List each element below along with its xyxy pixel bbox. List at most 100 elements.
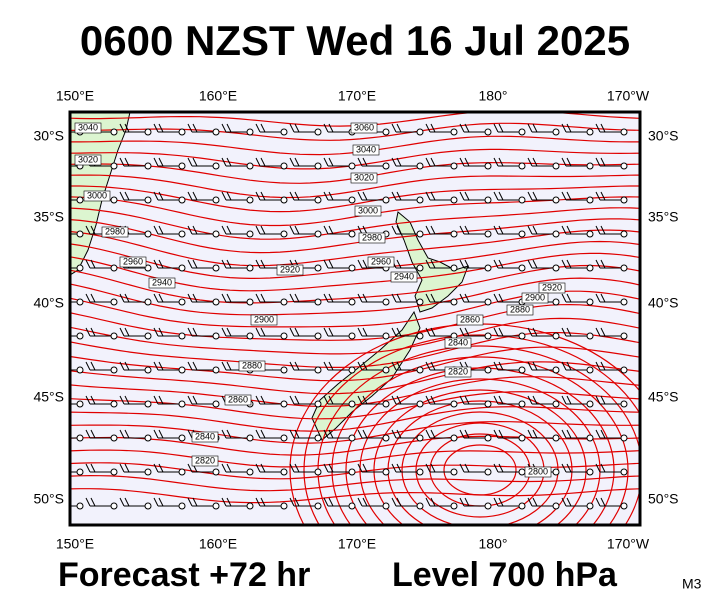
barb <box>119 463 145 473</box>
barb <box>527 259 553 269</box>
barb <box>289 123 315 133</box>
barb <box>459 259 485 269</box>
barb <box>289 463 315 473</box>
axes: 150°E 150°E 160°E 160°E 170°E 170°E 180° 180° 17… <box>33 88 678 552</box>
barb-station <box>552 128 560 136</box>
barb-station <box>416 502 424 510</box>
barb-station <box>280 434 288 442</box>
barb-station <box>76 434 84 442</box>
barb <box>255 463 281 473</box>
barb <box>357 429 383 439</box>
barb-station <box>450 196 458 204</box>
barb-station <box>348 434 356 442</box>
barb <box>595 327 621 337</box>
barb <box>70 335 77 337</box>
contour-ring <box>443 444 517 496</box>
barb <box>595 429 621 439</box>
barb <box>425 157 451 167</box>
barb-station <box>484 230 492 238</box>
barb-station <box>416 400 424 408</box>
barb-station <box>518 332 526 340</box>
barb <box>493 157 519 167</box>
barb-station <box>416 366 424 374</box>
barb <box>153 259 179 269</box>
barb <box>221 225 247 235</box>
barb <box>85 259 111 269</box>
barb <box>85 293 111 303</box>
barb <box>255 293 281 303</box>
lon-label-top: 180° <box>479 88 508 104</box>
barb <box>493 259 519 269</box>
barb <box>153 395 179 405</box>
barb-station <box>484 264 492 272</box>
contour-label: 3040 <box>356 144 376 154</box>
barb <box>85 327 111 337</box>
barb <box>153 225 179 235</box>
contour-line <box>70 185 640 213</box>
contour-label-box <box>390 271 418 283</box>
barb-station <box>246 502 254 510</box>
barb <box>561 463 587 473</box>
barb-station <box>144 434 152 442</box>
barb-station <box>620 468 628 476</box>
barb <box>391 361 417 371</box>
barb <box>595 293 621 303</box>
contour-label-box <box>101 226 129 238</box>
barb <box>391 395 417 405</box>
barb-station <box>212 468 220 476</box>
barb-station <box>144 468 152 476</box>
barb <box>561 361 587 371</box>
barb-station <box>76 196 84 204</box>
barb-station <box>416 196 424 204</box>
barb <box>459 123 485 133</box>
barb <box>70 131 77 133</box>
barb-station <box>416 264 424 272</box>
barb <box>357 191 383 201</box>
barb <box>323 191 349 201</box>
contour-labels: 3040302030002980296029402920290028802860… <box>74 122 566 478</box>
barb <box>85 429 111 439</box>
barb <box>493 361 519 371</box>
barb <box>153 191 179 201</box>
contour-label: 2980 <box>362 232 382 242</box>
barb <box>595 395 621 405</box>
barb <box>459 157 485 167</box>
barb <box>119 157 145 167</box>
barb-station <box>518 128 526 136</box>
contour-label-box <box>352 144 380 156</box>
barb-station <box>280 502 288 510</box>
barb-station <box>314 264 322 272</box>
barb <box>187 191 213 201</box>
barb-station <box>280 366 288 374</box>
barb <box>493 463 519 473</box>
barb-station <box>620 366 628 374</box>
barb <box>221 497 247 507</box>
barb <box>119 429 145 439</box>
barb <box>391 123 417 133</box>
barb-station <box>110 264 118 272</box>
barb <box>493 497 519 507</box>
lon-label-bottom: 160°E <box>199 536 237 552</box>
barb-station <box>450 264 458 272</box>
barb <box>323 497 349 507</box>
barb <box>527 191 553 201</box>
barb-station <box>76 230 84 238</box>
barb <box>595 259 621 269</box>
barb-station <box>280 298 288 306</box>
barb <box>221 157 247 167</box>
barb-station <box>246 434 254 442</box>
barb <box>187 395 213 405</box>
barb <box>323 225 349 235</box>
barb-station <box>586 196 594 204</box>
contour-label: 2940 <box>394 271 414 281</box>
barb <box>425 497 451 507</box>
barb-station <box>212 230 220 238</box>
barb <box>527 225 553 235</box>
barb-station <box>620 264 628 272</box>
barb-station <box>620 230 628 238</box>
barb-station <box>76 502 84 510</box>
barb-station <box>620 128 628 136</box>
barb-station <box>586 264 594 272</box>
barb <box>493 293 519 303</box>
contour-line <box>70 317 640 355</box>
